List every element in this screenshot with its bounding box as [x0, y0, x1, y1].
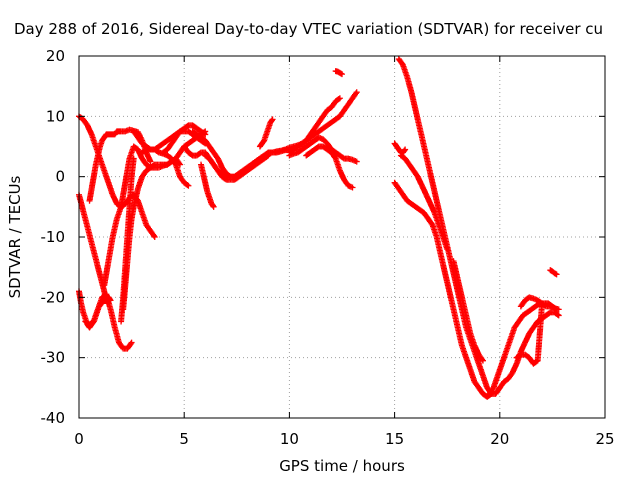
series-trace-arc-s	[287, 135, 359, 164]
series-arc-f	[101, 143, 183, 289]
series-arc-w	[395, 56, 503, 397]
y-tick-label: 0	[55, 168, 65, 186]
series-arc-p	[256, 116, 276, 150]
series-trace-arc-h	[120, 129, 208, 311]
series-trace-arc-x	[392, 180, 494, 400]
series-trace-arc-j	[140, 146, 191, 188]
x-tick-label: 25	[595, 430, 614, 448]
series-arc-h	[120, 128, 209, 313]
series-trace-arc-ad	[518, 294, 561, 312]
series-trace-arc-e	[86, 127, 153, 203]
y-tick-label: -10	[41, 228, 66, 246]
series-trace-arc-o	[203, 153, 271, 183]
x-tick-label: 0	[74, 430, 84, 448]
series-trace-arc-r	[287, 90, 359, 155]
series-arc-ad	[517, 294, 562, 313]
chart-title: Day 288 of 2016, Sidereal Day-to-day VTE…	[14, 20, 603, 38]
series-arc-k	[160, 122, 209, 156]
series-trace-arc-v	[392, 141, 408, 156]
series-arc-v	[391, 140, 409, 156]
series-trace-arc-z	[450, 259, 486, 363]
series-trace-arc-w	[396, 57, 502, 397]
series-trace-arc-t	[304, 143, 355, 190]
series-arc-j	[139, 146, 192, 189]
data-layer	[76, 56, 562, 400]
series-arc-d	[82, 291, 135, 352]
y-tick-label: -20	[41, 288, 66, 306]
y-tick-label: 20	[46, 47, 65, 65]
series-trace-arc-u	[333, 68, 344, 77]
series-trace-arc-n	[198, 163, 216, 209]
x-tick-label: 20	[490, 430, 509, 448]
series-arc-z	[450, 258, 486, 364]
x-tick-label: 5	[179, 430, 189, 448]
series-arc-n	[198, 161, 217, 210]
series-arc-x	[391, 179, 495, 400]
series-arc-ae	[547, 267, 560, 278]
series-trace-arc-ae	[548, 267, 559, 277]
series-arc-ac	[513, 303, 545, 367]
series-trace-arc-b	[76, 193, 110, 305]
x-tick-label: 10	[280, 430, 299, 448]
y-tick-label: 10	[46, 107, 65, 125]
y-tick-label: -40	[41, 409, 66, 427]
series-trace-arc-y	[399, 153, 450, 251]
x-axis-label: GPS time / hours	[279, 457, 405, 475]
grid-layer	[79, 56, 605, 418]
series-arc-t	[303, 143, 356, 191]
series-trace-arc-k	[161, 122, 208, 155]
series-trace-arc-ac	[514, 304, 545, 366]
tick-layer: 0 5 10 15 20 25 -40 -30 -20 -10 0 10 20	[41, 47, 615, 448]
y-tick-label: -30	[41, 349, 66, 367]
series-arc-u	[332, 68, 345, 78]
series-arc-y	[397, 152, 451, 253]
series-trace-arc-p	[257, 117, 275, 149]
x-tick-label: 15	[385, 430, 404, 448]
series-trace-arc-d	[83, 292, 134, 352]
series-arc-o	[202, 152, 272, 183]
series-arc-s	[286, 134, 360, 165]
y-axis-label: SDTVAR / TECUs	[6, 175, 24, 298]
series-arc-b	[76, 191, 111, 307]
